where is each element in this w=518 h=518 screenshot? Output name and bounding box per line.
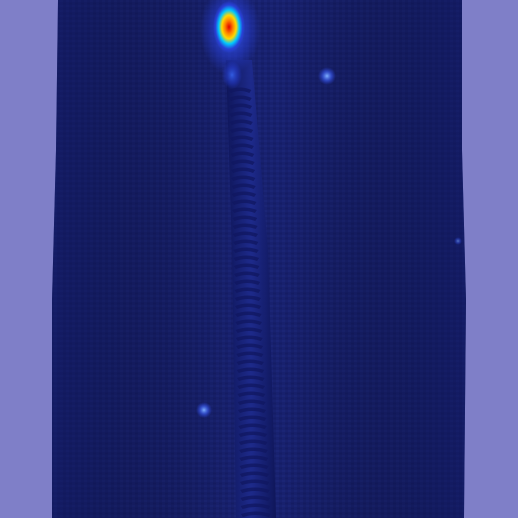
heat-spot-lower	[196, 402, 212, 418]
heat-hotspot	[213, 1, 245, 53]
heat-spot-small	[454, 237, 462, 245]
heat-trail	[222, 61, 242, 89]
heat-spot-right	[318, 67, 336, 85]
